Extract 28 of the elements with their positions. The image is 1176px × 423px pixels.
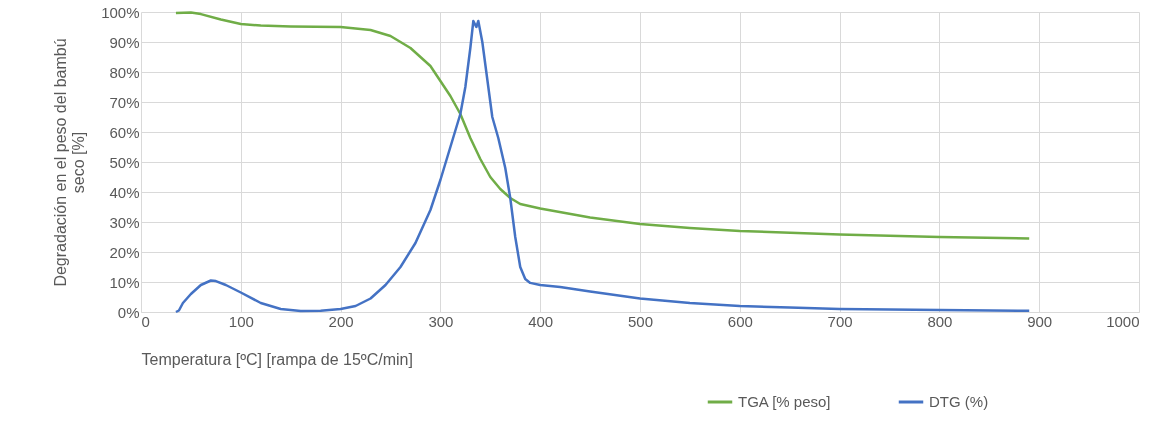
x-tick-label: 0 bbox=[141, 312, 150, 330]
y-tick-label: 60% bbox=[109, 123, 140, 141]
y-tick-label: 20% bbox=[109, 243, 140, 261]
x-tick-label: 600 bbox=[727, 312, 753, 330]
x-axis-title: Temperatura [ºC] [rampa de 15ºC/min] bbox=[141, 350, 413, 368]
y-tick-label: 40% bbox=[109, 183, 140, 201]
y-tick-label: 90% bbox=[109, 33, 140, 51]
legend-label: TGA [% peso] bbox=[738, 393, 831, 410]
x-tick-label: 300 bbox=[428, 312, 454, 330]
line-series bbox=[174, 11, 1031, 240]
x-tick-label: 500 bbox=[627, 312, 654, 330]
y-axis-title: Degradación en el peso del bambú seco [%] bbox=[52, 38, 88, 287]
y-tick-label: 70% bbox=[109, 93, 140, 111]
x-tick-label: 100 bbox=[228, 312, 254, 330]
y-tick-label: 80% bbox=[109, 63, 140, 81]
x-tick-label: 900 bbox=[1027, 312, 1053, 330]
y-tick-label: 100% bbox=[101, 3, 140, 21]
y-tick-label: 50% bbox=[109, 153, 140, 171]
x-tick-label: 400 bbox=[528, 312, 554, 330]
y-tick-label: 30% bbox=[109, 213, 140, 231]
x-tick-label: 700 bbox=[827, 312, 853, 330]
y-tick-label: 0% bbox=[117, 303, 140, 321]
x-tick-label: 800 bbox=[927, 312, 953, 330]
legend-label: DTG (%) bbox=[929, 393, 989, 410]
y-tick-label: 10% bbox=[109, 273, 140, 291]
x-tick-label: 1000 bbox=[1106, 312, 1140, 330]
x-tick-label: 200 bbox=[328, 312, 354, 330]
line-series bbox=[174, 19, 1031, 314]
